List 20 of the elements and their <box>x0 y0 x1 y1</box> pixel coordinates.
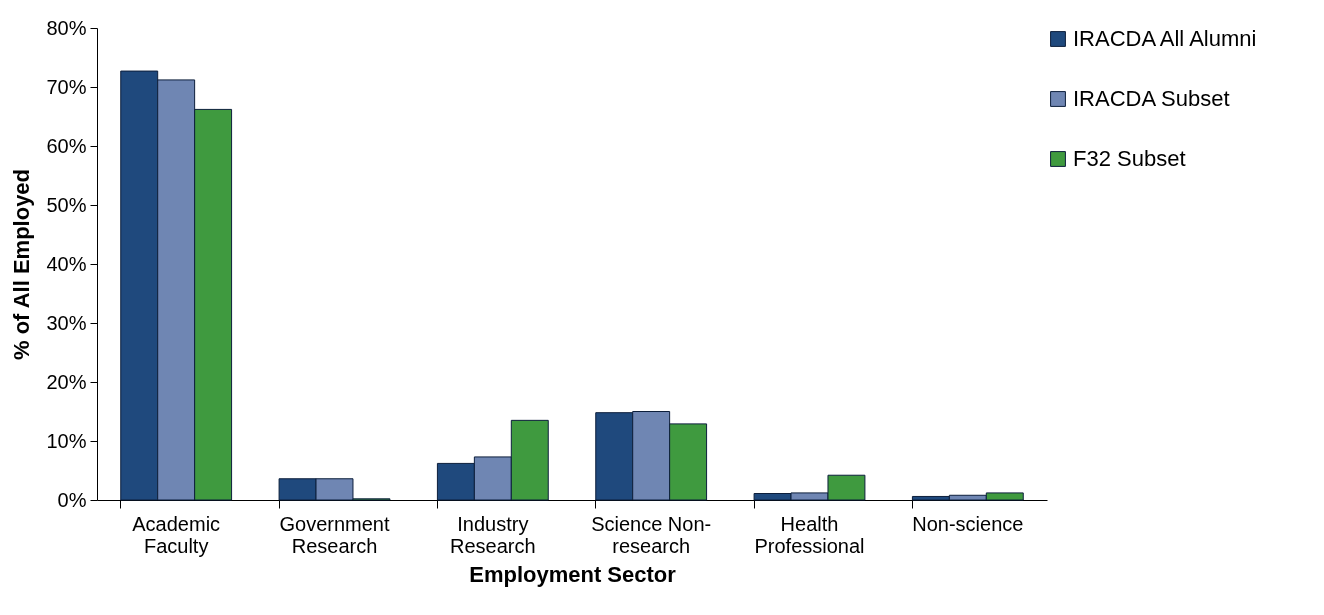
legend-label: IRACDA Subset <box>1073 86 1230 111</box>
y-tick-label: 50% <box>46 193 87 216</box>
y-axis-title: % of All Employed <box>9 168 35 361</box>
x-tick-label: Government Research <box>279 512 390 557</box>
x-tick-label: Health Professional <box>754 512 865 557</box>
x-tick-label: Academic Faculty <box>132 512 221 557</box>
y-tick-label: 20% <box>46 370 87 393</box>
y-tick-label: 10% <box>46 429 87 452</box>
x-tick-label: Science Non-research <box>591 512 712 557</box>
y-tick-label: 30% <box>46 311 87 334</box>
x-tick-label: Non-science <box>912 512 1024 535</box>
y-tick-label: 40% <box>46 252 87 275</box>
y-tick-label: 60% <box>46 134 87 157</box>
y-tick-label: 70% <box>46 75 87 98</box>
y-tick-label: 0% <box>57 488 87 511</box>
y-tick-label: 80% <box>46 16 87 39</box>
legend-label: IRACDA All Alumni <box>1073 26 1257 51</box>
x-axis-title: Employment Sector <box>469 561 677 587</box>
legend-label: F32 Subset <box>1073 146 1186 171</box>
x-tick-label: Industry Research <box>450 512 536 557</box>
